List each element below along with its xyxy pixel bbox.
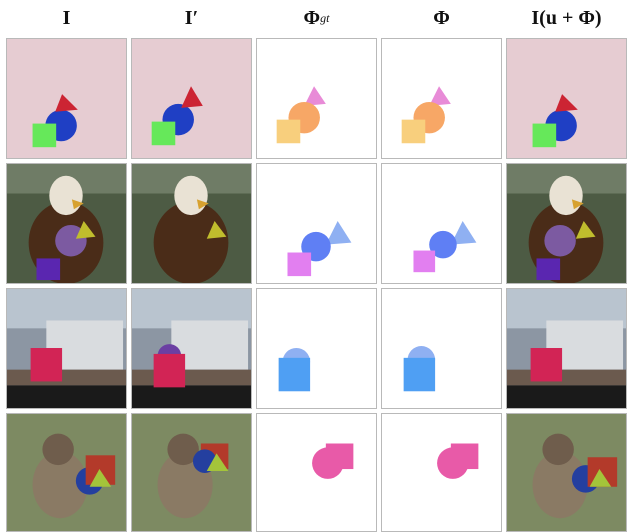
row3-phi-gt-flow: [256, 288, 377, 409]
col-header-I: I: [6, 0, 127, 36]
col-header-phi-gt-sub: gt: [320, 10, 330, 25]
col-header-phi-text: Φ: [433, 6, 450, 29]
col-header-warped: I(u + Φ): [506, 0, 627, 36]
row4-warped-image: [506, 413, 627, 532]
row1-phi-gt-flow: [256, 38, 377, 159]
row1-I-prime-image: [131, 38, 252, 159]
row2-phi-flow: [381, 163, 502, 284]
col-header-I-prime: I′: [131, 0, 252, 36]
row4-I-prime-image: [131, 413, 252, 532]
row1-warped-image: [506, 38, 627, 159]
row4-phi-flow: [381, 413, 502, 532]
col-header-warped-text: I(u + Φ): [531, 6, 602, 29]
row4-I-image: [6, 413, 127, 532]
row2-I-prime-image: [131, 163, 252, 284]
row3-I-prime-image: [131, 288, 252, 409]
col-header-phi: Φ: [381, 0, 502, 36]
col-header-I-text: I: [62, 6, 71, 29]
row3-phi-flow: [381, 288, 502, 409]
row2-phi-gt-flow: [256, 163, 377, 284]
row3-warped-image: [506, 288, 627, 409]
row2-warped-image: [506, 163, 627, 284]
col-header-phi-gt-text: Φ: [303, 6, 321, 29]
row4-phi-gt-flow: [256, 413, 377, 532]
row2-I-image: [6, 163, 127, 284]
col-header-I-prime-text: I′: [184, 6, 199, 29]
row3-I-image: [6, 288, 127, 409]
row1-I-image: [6, 38, 127, 159]
row1-phi-flow: [381, 38, 502, 159]
